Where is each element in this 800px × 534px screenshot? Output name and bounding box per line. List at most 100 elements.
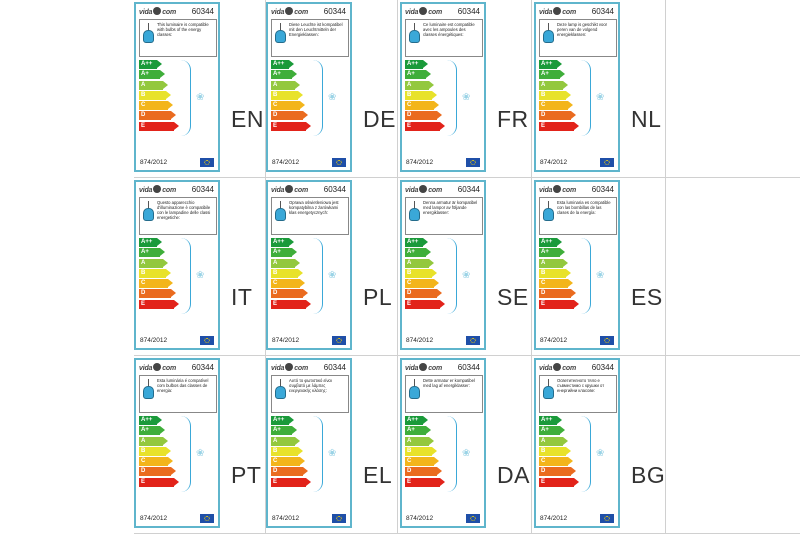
energy-class-bar: A+ bbox=[405, 426, 431, 436]
grid-divider bbox=[134, 355, 800, 356]
brand-suffix: com bbox=[294, 9, 309, 16]
energy-class-bar: A bbox=[271, 80, 300, 90]
lamp-shade bbox=[275, 208, 286, 221]
eu-flag-icon bbox=[466, 158, 480, 167]
energy-label-card: vida com 60344 Diese Leuchte ist kompatibel… bbox=[266, 2, 352, 172]
lamp-cord bbox=[414, 23, 415, 31]
lamp-cord bbox=[280, 201, 281, 209]
energy-class-bar: E bbox=[271, 299, 311, 309]
energy-class-letter: C bbox=[407, 458, 412, 465]
compatibility-text: Esta luminaria es compatible con las bom… bbox=[557, 200, 611, 215]
lamp-shade bbox=[543, 208, 554, 221]
brand-logo: vida com bbox=[139, 7, 176, 16]
energy-class-letter: D bbox=[541, 112, 546, 119]
product-code: 60344 bbox=[191, 185, 214, 194]
energy-class-bar: E bbox=[405, 477, 445, 487]
label-cell-en: vida com 60344 This luminaire is compatible… bbox=[134, 2, 266, 178]
label-cell-nl: vida com 60344 Deze lamp is geschikt voor p… bbox=[534, 2, 666, 178]
energy-label-card: vida com 60344 Denna armatur är kompatibel … bbox=[400, 180, 486, 350]
range-bracket bbox=[181, 60, 191, 136]
range-bracket bbox=[313, 238, 323, 314]
energy-label-card: vida com 60344 Esta luminária é compatível … bbox=[134, 358, 220, 528]
energy-class-bar: A++ bbox=[271, 238, 295, 247]
bulb-icon: ❀ bbox=[462, 92, 471, 103]
language-code: DE bbox=[363, 106, 396, 132]
grid-divider bbox=[665, 0, 666, 533]
compatibility-box: Dette armatur er kompatibel med lag af e… bbox=[405, 375, 483, 413]
energy-class-bar: E bbox=[539, 477, 579, 487]
compatibility-text: Questo apparecchio d'illuminazione è com… bbox=[157, 200, 211, 220]
energy-class-letter: D bbox=[541, 468, 546, 475]
energy-class-letter: A bbox=[541, 437, 546, 444]
energy-class-bar: B bbox=[139, 90, 171, 100]
pendant-lamp-icon bbox=[143, 23, 154, 47]
energy-class-bar: A++ bbox=[405, 60, 429, 69]
bulb-icon: ❀ bbox=[196, 448, 205, 459]
regulation-number: 874/2012 bbox=[540, 337, 568, 344]
energy-class-bar: C bbox=[271, 279, 306, 289]
energy-class-letter: B bbox=[541, 447, 546, 454]
compatibility-box: This luminaire is compatible with bulbs … bbox=[139, 19, 217, 57]
brand-logo: vida com bbox=[539, 185, 576, 194]
regulation-number: 874/2012 bbox=[406, 159, 434, 166]
energy-class-bar: B bbox=[539, 446, 571, 456]
energy-class-scale: A++ A+ A B C D E bbox=[405, 60, 445, 132]
energy-class-bar: E bbox=[405, 121, 445, 131]
lamp-cord bbox=[548, 23, 549, 31]
language-code: IT bbox=[231, 284, 253, 310]
pendant-lamp-icon bbox=[409, 379, 420, 403]
energy-class-bar: A+ bbox=[405, 70, 431, 80]
eu-stars bbox=[470, 160, 476, 165]
product-code: 60344 bbox=[323, 185, 346, 194]
energy-class-letter: C bbox=[273, 280, 278, 287]
brand-mark-icon bbox=[419, 7, 428, 15]
energy-class-bar: D bbox=[271, 289, 309, 299]
energy-class-letter: E bbox=[541, 478, 546, 485]
energy-class-letter: D bbox=[541, 290, 546, 297]
label-cell-de: vida com 60344 Diese Leuchte ist kompatibel… bbox=[266, 2, 398, 178]
energy-class-letter: A+ bbox=[273, 249, 281, 256]
energy-class-bar: A++ bbox=[539, 416, 563, 425]
energy-class-bar: A bbox=[271, 436, 300, 446]
energy-class-letter: A++ bbox=[407, 239, 419, 245]
energy-label-card: vida com 60344 Dette armatur er kompatibel … bbox=[400, 358, 486, 528]
compatibility-text: Diese Leuchte ist kompatibel mit den Leu… bbox=[289, 22, 343, 37]
range-bracket bbox=[581, 238, 591, 314]
eu-stars bbox=[336, 338, 342, 343]
energy-class-bar: A bbox=[139, 80, 168, 90]
language-code: DA bbox=[497, 462, 530, 488]
energy-class-bar: A bbox=[539, 258, 568, 268]
brand-name: vida bbox=[139, 187, 153, 194]
product-code: 60344 bbox=[191, 363, 214, 372]
energy-class-letter: A++ bbox=[541, 61, 553, 67]
brand-name: vida bbox=[405, 9, 419, 16]
energy-class-bar: D bbox=[405, 467, 443, 477]
energy-class-bar: A+ bbox=[271, 426, 297, 436]
compatibility-text: Deze lamp is geschikt voor peren van de … bbox=[557, 22, 608, 37]
bulb-icon: ❀ bbox=[328, 448, 337, 459]
lamp-cord bbox=[414, 379, 415, 387]
compatibility-text: Oprawa oświetleniowa jest kompatybilna z… bbox=[289, 200, 339, 215]
energy-class-bar: A++ bbox=[139, 238, 163, 247]
product-code: 60344 bbox=[323, 7, 346, 16]
energy-class-bar: A++ bbox=[539, 60, 563, 69]
energy-class-letter: D bbox=[273, 112, 278, 119]
lamp-cord bbox=[280, 23, 281, 31]
lamp-shade bbox=[143, 30, 154, 43]
energy-class-scale: A++ A+ A B C D E bbox=[539, 416, 579, 488]
range-bracket bbox=[181, 416, 191, 492]
compatibility-box: Esta luminária é compatível com bulbos d… bbox=[139, 375, 217, 413]
energy-label-card: vida com 60344 Questo apparecchio d'illumin… bbox=[134, 180, 220, 350]
energy-class-letter: A+ bbox=[541, 427, 549, 434]
label-cell-da: vida com 60344 Dette armatur er kompatibel … bbox=[400, 358, 532, 534]
energy-label-card: vida com 60344 This luminaire is compatible… bbox=[134, 2, 220, 172]
pendant-lamp-icon bbox=[275, 379, 286, 403]
brand-name: vida bbox=[539, 187, 553, 194]
brand-name: vida bbox=[271, 187, 285, 194]
energy-label-card: vida com 60344 Esta luminaria es compatible… bbox=[534, 180, 620, 350]
energy-class-letter: A+ bbox=[273, 427, 281, 434]
energy-class-bar: A++ bbox=[139, 60, 163, 69]
product-code: 60344 bbox=[457, 363, 480, 372]
lamp-cord bbox=[548, 201, 549, 209]
energy-class-scale: A++ A+ A B C D E bbox=[139, 238, 179, 310]
